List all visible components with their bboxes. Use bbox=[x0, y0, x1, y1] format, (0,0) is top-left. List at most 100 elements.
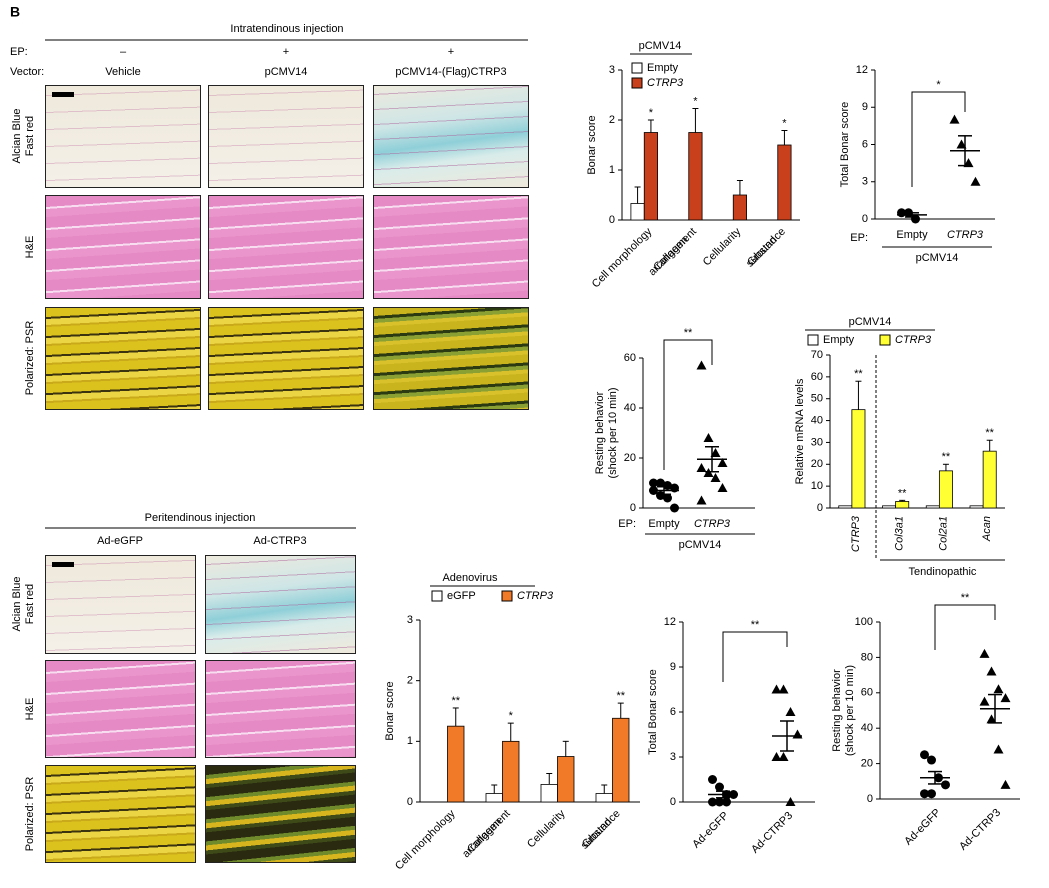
significance: * bbox=[936, 79, 941, 91]
bar bbox=[643, 132, 659, 221]
data-point bbox=[1000, 693, 1011, 703]
data-point bbox=[663, 493, 672, 503]
significance: * bbox=[693, 95, 698, 107]
bar bbox=[969, 505, 984, 509]
bar bbox=[895, 501, 910, 509]
micrograph bbox=[45, 85, 201, 188]
data-point bbox=[785, 797, 796, 806]
row-label: Fast red bbox=[24, 116, 36, 156]
y-tick-label: 3 bbox=[670, 751, 676, 763]
x-tick-label: Cell morphology bbox=[590, 225, 655, 290]
group-label: pCMV14 bbox=[916, 252, 959, 264]
data-point bbox=[927, 789, 936, 799]
y-axis-label: Bonar score bbox=[384, 681, 396, 740]
legend-title: pCMV14 bbox=[639, 40, 682, 52]
legend-label: CTRP3 bbox=[647, 77, 684, 89]
y-tick-label: 10 bbox=[811, 480, 823, 492]
x-tick-label: Col2a1 bbox=[937, 516, 949, 551]
column-label: Vehicle bbox=[105, 66, 140, 78]
data-point bbox=[778, 752, 789, 761]
micrograph bbox=[45, 195, 201, 299]
x-tick-label: arrangement bbox=[646, 226, 699, 279]
data-point bbox=[717, 483, 728, 492]
y-tick-label: 40 bbox=[624, 402, 636, 414]
y-tick-label: 0 bbox=[630, 502, 636, 514]
x-tick-label: Empty bbox=[648, 518, 680, 530]
data-point bbox=[656, 478, 665, 488]
legend-swatch bbox=[879, 334, 891, 346]
row-header: Vector: bbox=[10, 66, 44, 78]
x-tick-label: substance bbox=[744, 226, 788, 270]
y-tick-label: 0 bbox=[407, 796, 413, 808]
data-point bbox=[993, 744, 1004, 754]
significance: ** bbox=[684, 327, 693, 339]
data-point bbox=[927, 755, 936, 765]
row-header: EP: bbox=[10, 46, 28, 58]
column-ep: – bbox=[120, 46, 127, 58]
data-point bbox=[696, 463, 707, 472]
significance: ** bbox=[616, 690, 625, 702]
x-tick-label: CTRP3 bbox=[850, 515, 862, 552]
group-title: Intratendinous injection bbox=[230, 23, 343, 35]
data-point bbox=[771, 684, 782, 694]
data-point bbox=[949, 114, 960, 124]
data-point bbox=[993, 684, 1004, 694]
row-label: Alcian Blue bbox=[11, 108, 23, 163]
row-label: H&E bbox=[24, 236, 36, 259]
bar bbox=[502, 740, 520, 803]
x-prefix: EP: bbox=[618, 518, 636, 530]
bar bbox=[540, 784, 558, 803]
data-point bbox=[710, 448, 721, 457]
micrograph bbox=[373, 307, 529, 410]
data-point bbox=[771, 752, 782, 761]
x-tick-label: Cellularity bbox=[701, 225, 744, 268]
scale-bar bbox=[52, 562, 74, 567]
micrograph bbox=[205, 765, 356, 863]
x-tick-label: substance bbox=[579, 808, 623, 852]
y-tick-label: 20 bbox=[811, 458, 823, 470]
x-tick-label: Ad-CTRP3 bbox=[957, 807, 1003, 853]
significance: ** bbox=[751, 619, 760, 631]
bar bbox=[732, 194, 748, 221]
data-point bbox=[703, 433, 714, 442]
y-tick-label: 0 bbox=[867, 793, 873, 805]
y-tick-label: 20 bbox=[624, 452, 636, 464]
x-tick-label: Cellularity bbox=[525, 807, 568, 850]
y-tick-label: 40 bbox=[861, 722, 873, 734]
legend-label: Empty bbox=[647, 62, 679, 74]
bar bbox=[595, 793, 613, 803]
y-tick-label: 0 bbox=[817, 502, 823, 514]
data-point bbox=[956, 139, 967, 149]
row-label: Polarized: PSR bbox=[24, 777, 36, 852]
y-tick-label: 50 bbox=[811, 393, 823, 405]
data-point bbox=[670, 503, 679, 513]
y-axis-label: Total Bonar score bbox=[839, 102, 851, 188]
group-label: pCMV14 bbox=[679, 539, 722, 551]
significance-bracket bbox=[911, 91, 966, 187]
y-tick-label: 1 bbox=[407, 735, 413, 747]
column-label: pCMV14-(Flag)CTRP3 bbox=[395, 66, 506, 78]
y-tick-label: 12 bbox=[664, 616, 676, 628]
bar bbox=[688, 132, 703, 221]
significance: ** bbox=[961, 592, 970, 604]
bar bbox=[447, 725, 465, 803]
micrograph bbox=[205, 555, 356, 654]
data-point bbox=[986, 666, 997, 676]
y-tick-label: 40 bbox=[811, 414, 823, 426]
y-tick-label: 3 bbox=[407, 614, 413, 626]
data-point bbox=[696, 360, 707, 370]
y-tick-label: 2 bbox=[609, 114, 615, 126]
y-axis-label: Relative mRNA levels bbox=[794, 378, 806, 484]
significance: * bbox=[649, 107, 654, 119]
data-point bbox=[715, 782, 724, 792]
bar bbox=[838, 505, 853, 509]
bar bbox=[777, 144, 792, 221]
y-tick-label: 6 bbox=[670, 706, 676, 718]
row-label: Alcian Blue bbox=[11, 576, 23, 631]
column-label: Ad-CTRP3 bbox=[253, 535, 306, 547]
group-title: Peritendinous injection bbox=[145, 512, 256, 524]
data-point bbox=[708, 797, 717, 807]
significance: ** bbox=[942, 451, 951, 463]
